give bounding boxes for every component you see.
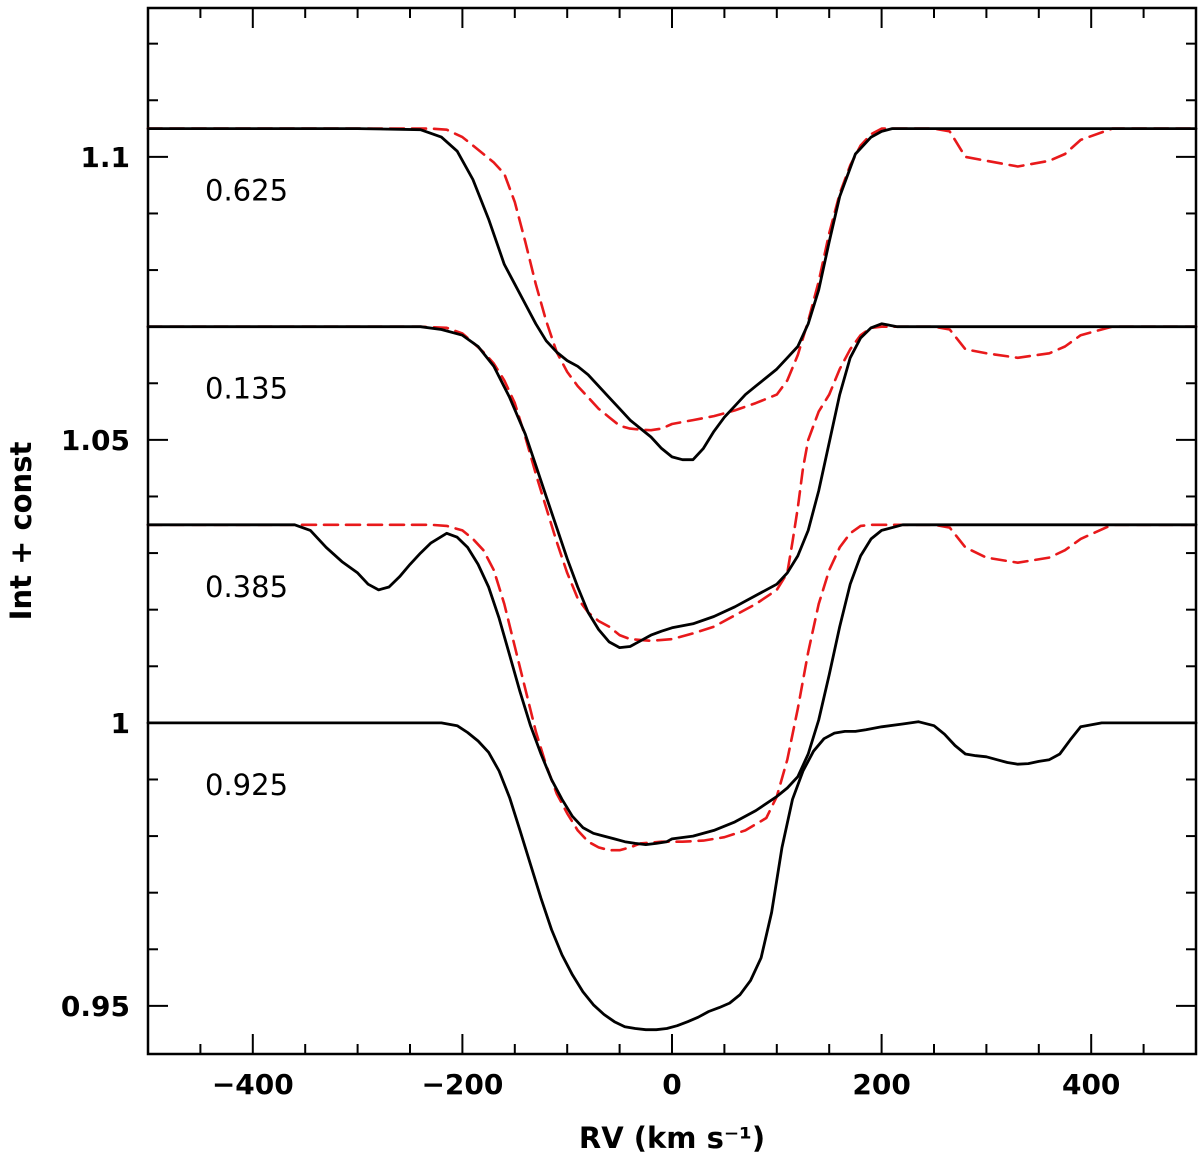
series-line-0-135-model	[146, 325, 1198, 643]
x-tick-label: −200	[421, 1068, 503, 1101]
y-tick-label: 1.05	[61, 424, 130, 457]
x-tick-label: −400	[212, 1068, 294, 1101]
phase-label: 0.925	[205, 768, 288, 802]
x-axis-title: RV (km s⁻¹)	[579, 1121, 765, 1155]
series-line-0-925-observed	[146, 720, 1198, 1032]
phase-labels: 0.625 0.135 0.385 0.925	[205, 174, 288, 802]
y-tick-label: 1	[111, 707, 130, 740]
series-line-0-385-model	[146, 523, 1198, 852]
series-line-0-625-model	[146, 127, 1198, 432]
x-tick-label: 0	[662, 1068, 681, 1101]
x-tick-label: 400	[1062, 1068, 1120, 1101]
series-line-0-135-observed	[146, 322, 1198, 649]
phase-label: 0.625	[205, 174, 288, 208]
series-line-0-625-observed	[146, 127, 1198, 462]
y-tick-label: 0.95	[61, 990, 130, 1023]
phase-label: 0.385	[205, 570, 288, 604]
plot-frame	[146, 6, 1198, 1056]
y-axis-title: Int + const	[4, 442, 38, 621]
axis-ticks	[147, 8, 1197, 1054]
axis-tick-labels: −400 −200 0 200 400 0.95 1 1.05 1.1	[61, 141, 1121, 1101]
series-line-0-385-observed	[146, 523, 1198, 846]
series-layer	[146, 127, 1198, 1032]
phase-label: 0.135	[205, 372, 288, 406]
y-tick-label: 1.1	[80, 141, 130, 174]
x-tick-label: 200	[852, 1068, 910, 1101]
